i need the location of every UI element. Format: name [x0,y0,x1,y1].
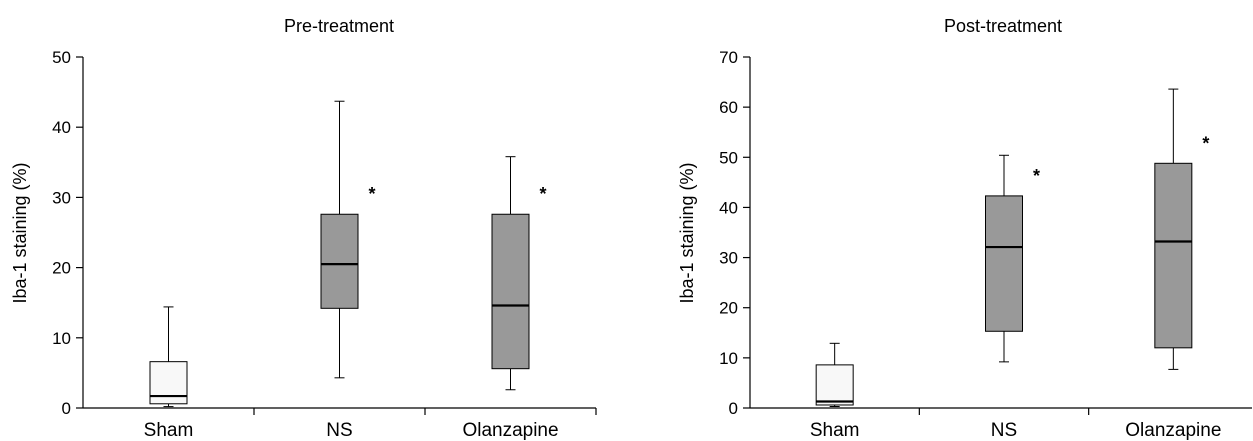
chart-panel-pre-treatment: Pre-treatment Iba-1 staining (%) 0 10 20 30… [10,16,597,441]
x-category-label: Sham [144,420,194,441]
box-olanzapine: * Olanzapine [1125,88,1221,441]
y-tick-label: 0 [62,399,71,418]
y-tick-label: 70 [719,48,738,67]
significance-marker: * [368,184,375,204]
significance-marker: * [1033,166,1040,186]
iqr-box [815,364,854,406]
y-axis-label: Iba-1 staining (%) [677,162,697,303]
significance-marker: * [539,184,546,204]
iqr-box [491,213,530,370]
y-tick-label: 50 [52,48,71,67]
iqr-box [149,361,188,405]
y-axis-label: Iba-1 staining (%) [10,162,30,303]
x-category-label: Olanzapine [462,420,558,441]
y-tick-label: 10 [719,349,738,368]
y-tick-label: 20 [52,259,71,278]
y-tick-label: 40 [719,198,738,217]
box-ns: * NS [985,154,1040,441]
iqr-box [1154,162,1193,349]
box-olanzapine: * Olanzapine [462,156,559,441]
box-sham: Sham [810,342,860,441]
x-category-label: Olanzapine [1125,420,1221,441]
iqr-box [320,213,359,309]
x-category-label: NS [991,420,1017,441]
y-tick-label: 20 [719,299,738,318]
x-category-label: NS [326,420,352,441]
significance-marker: * [1202,133,1209,153]
y-tick-label: 50 [719,148,738,167]
chart-title: Post-treatment [944,16,1062,36]
chart-panel-post-treatment: Post-treatment Iba-1 staining (%) 0 10 20 3… [677,16,1252,441]
y-tick-label: 10 [52,329,71,348]
box-sham: Sham [144,306,194,441]
y-tick-label: 30 [52,188,71,207]
y-tick-label: 60 [719,98,738,117]
box-ns: * NS [320,100,376,441]
y-tick-label: 30 [719,249,738,268]
y-tick-label: 0 [729,399,738,418]
y-tick-label: 40 [52,118,71,137]
chart-title: Pre-treatment [284,16,394,36]
iqr-box [985,195,1023,332]
x-category-label: Sham [810,420,860,441]
